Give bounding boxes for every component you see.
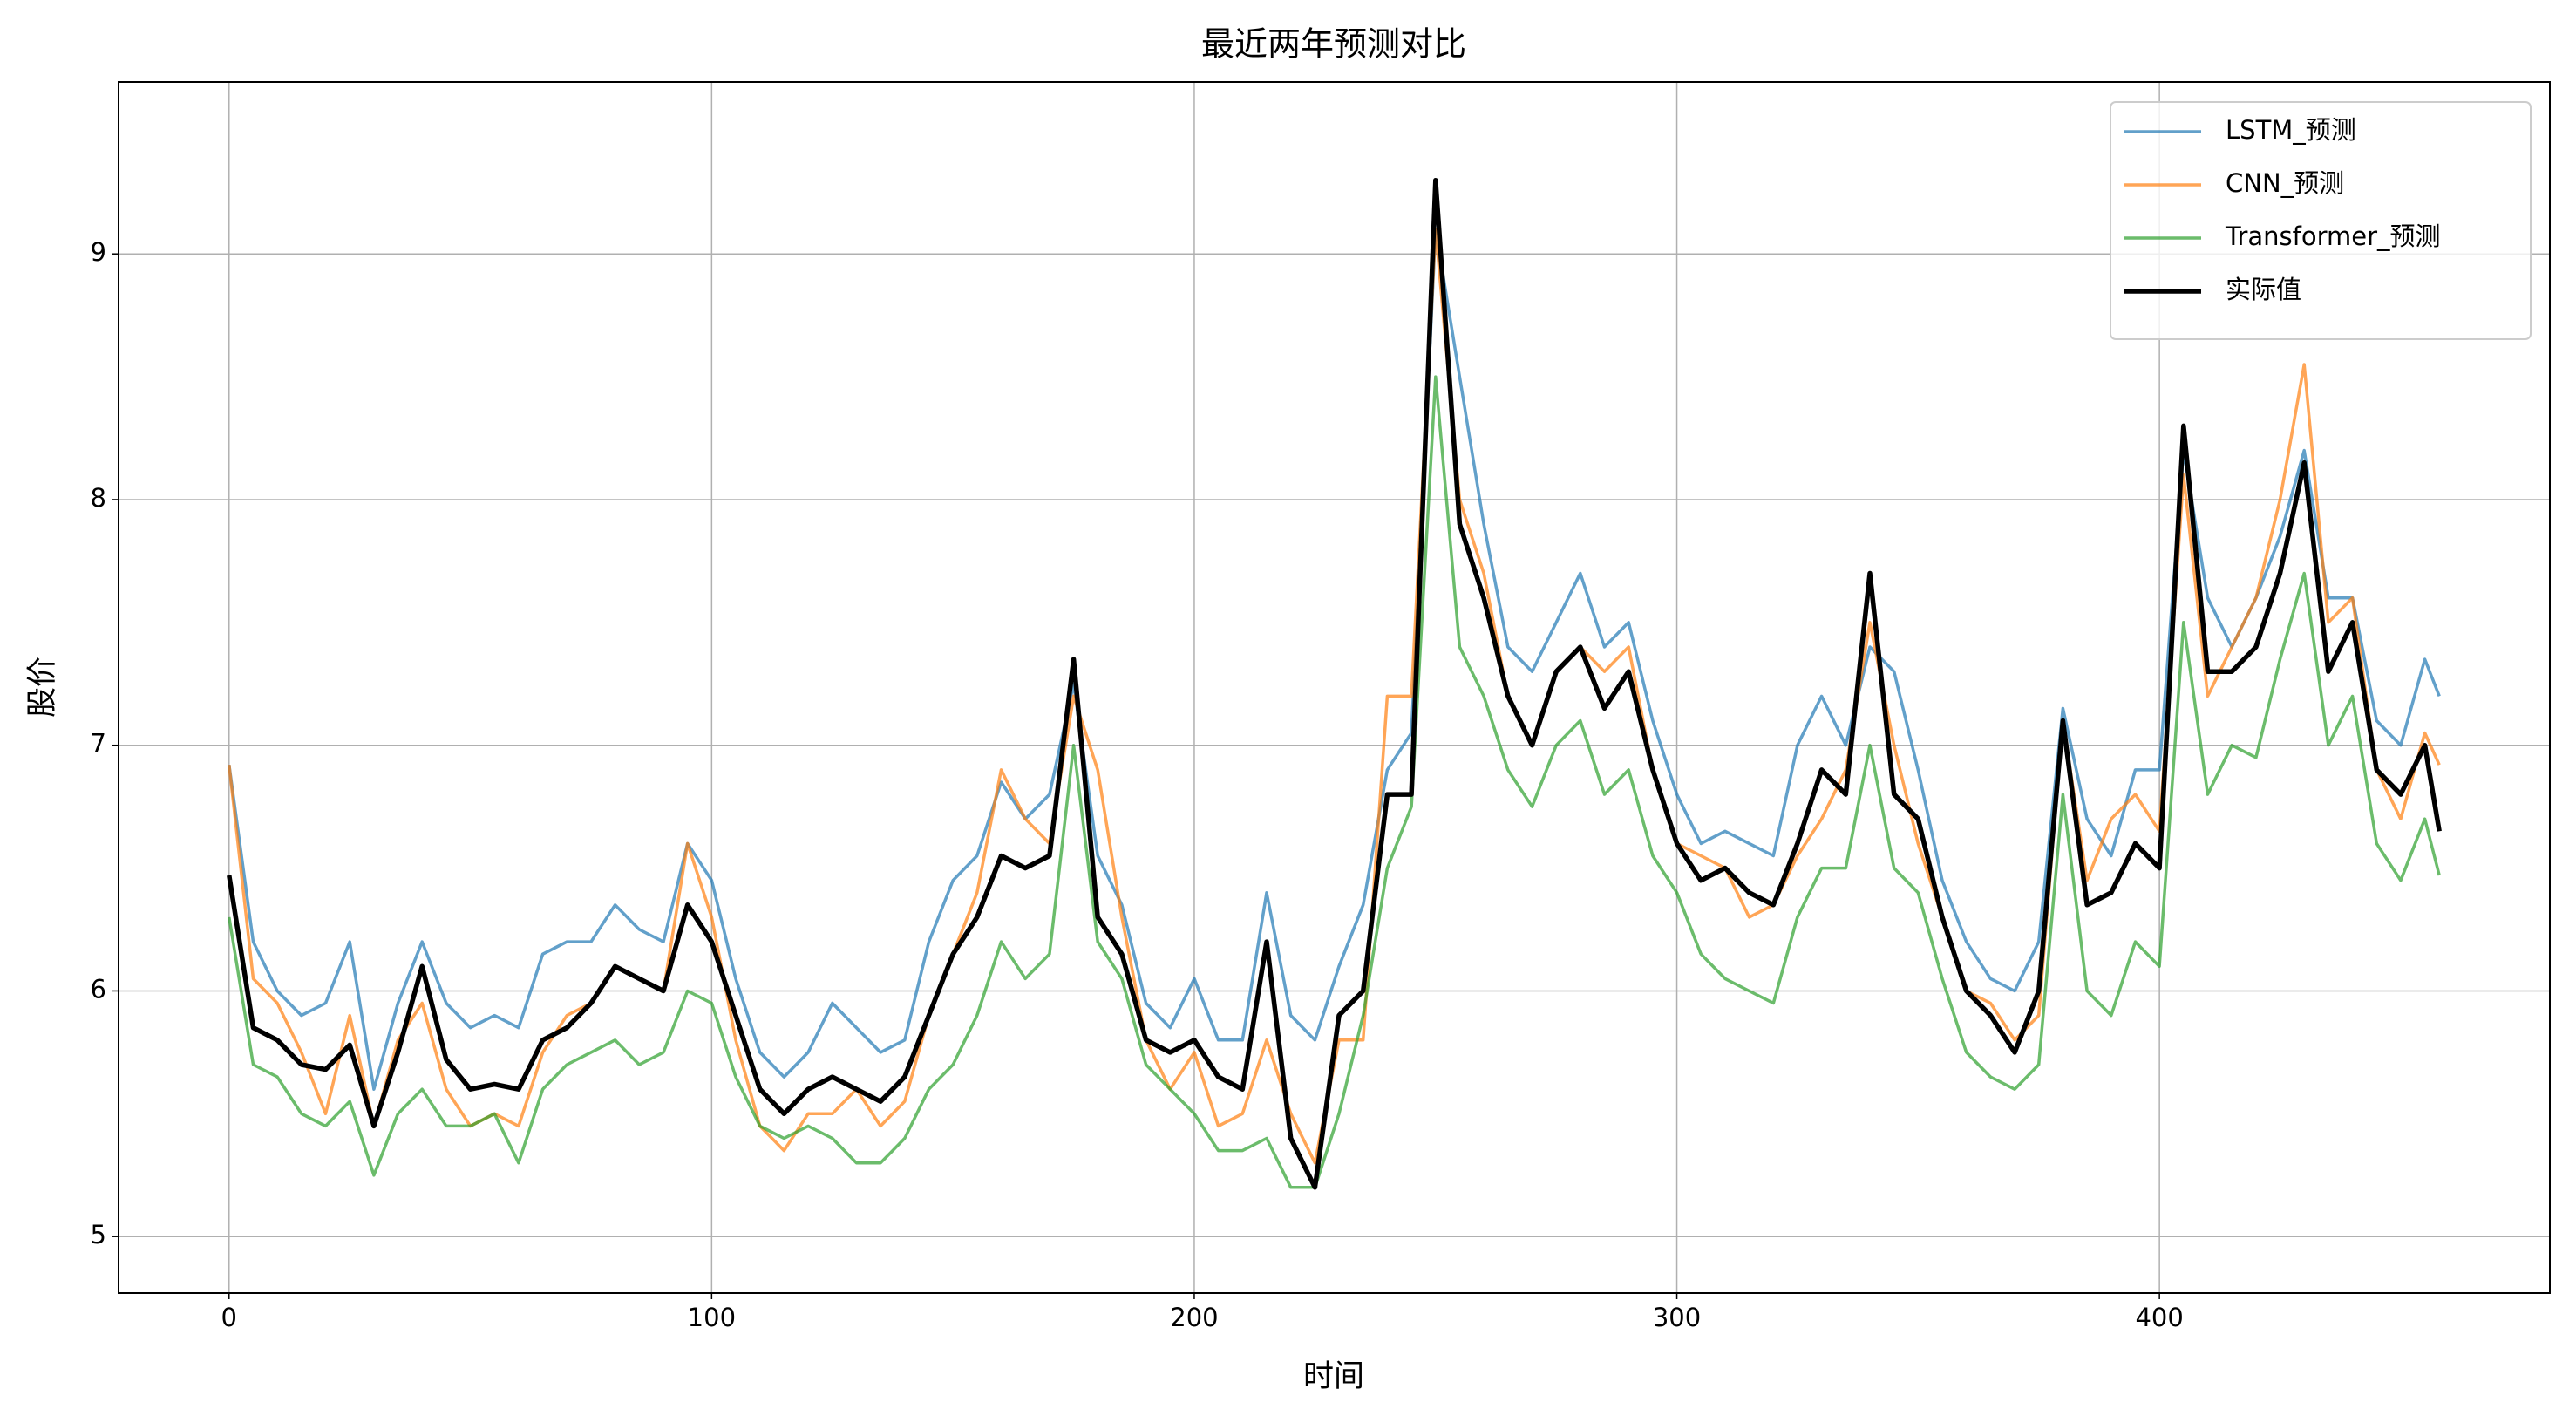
plot-frame (118, 81, 2551, 1294)
x-tick-label: 200 (1170, 1303, 1218, 1332)
legend-label: Transformer_预测 (2225, 221, 2441, 251)
legend-label: LSTM_预测 (2226, 115, 2356, 145)
x-axis-label: 时间 (1303, 1359, 1364, 1394)
y-tick-label: 8 (91, 483, 106, 513)
x-tick-label: 0 (221, 1303, 237, 1332)
y-axis-label: 股价 (25, 657, 60, 718)
legend-label: CNN_预测 (2226, 168, 2344, 198)
series-line (228, 375, 2441, 1189)
series-line (227, 177, 2442, 1190)
y-tick-label: 6 (91, 974, 106, 1004)
y-tick-label: 9 (91, 237, 106, 267)
x-tick-label: 100 (688, 1303, 736, 1332)
y-tick-label: 7 (91, 729, 106, 759)
legend-label: 实际值 (2226, 275, 2301, 304)
y-tick-label: 5 (91, 1220, 106, 1249)
x-tick-label: 300 (1653, 1303, 1701, 1332)
x-tick-label: 400 (2135, 1303, 2183, 1332)
series-line (228, 228, 2441, 1091)
legend-box (2110, 101, 2532, 340)
chart-title: 最近两年预测对比 (1201, 25, 1466, 64)
